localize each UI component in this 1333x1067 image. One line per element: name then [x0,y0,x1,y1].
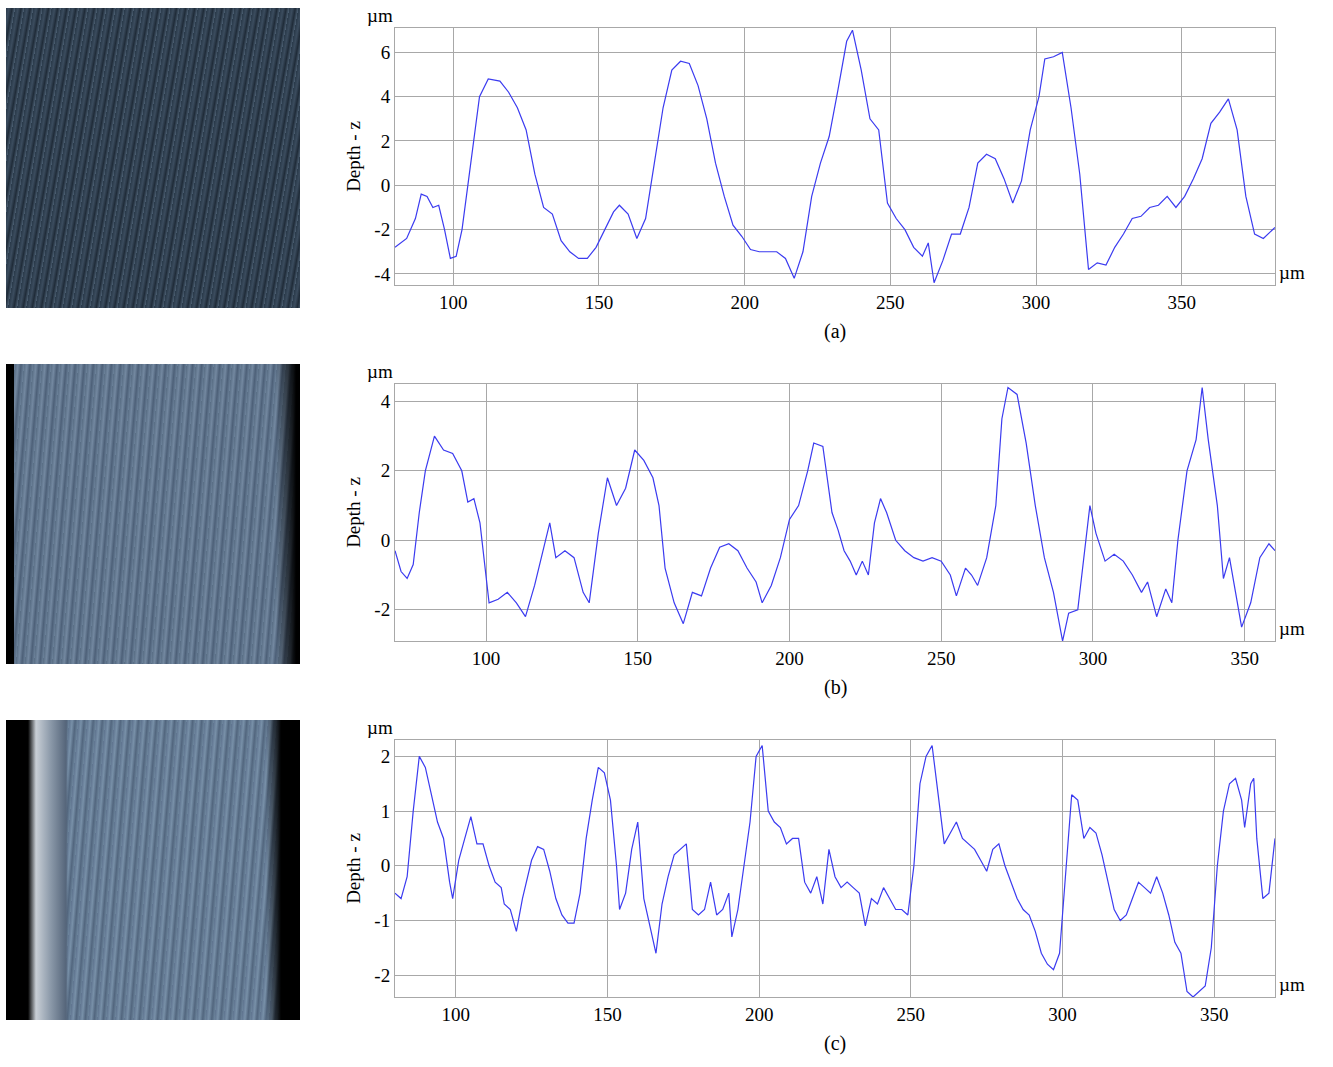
svg-text:300: 300 [1079,648,1108,669]
svg-text:µm: µm [1279,618,1305,639]
svg-text:Depth - z: Depth - z [343,477,364,548]
svg-text:250: 250 [897,1004,926,1025]
svg-text:-2: -2 [374,965,390,986]
svg-text:(a): (a) [824,320,846,343]
svg-text:µm: µm [367,717,393,738]
svg-text:200: 200 [775,648,804,669]
svg-text:µm: µm [1279,262,1305,283]
svg-text:µm: µm [1279,974,1305,995]
svg-text:(c): (c) [824,1032,846,1055]
svg-text:-4: -4 [374,264,390,285]
svg-text:250: 250 [927,648,956,669]
svg-text:100: 100 [439,292,468,313]
svg-text:250: 250 [876,292,905,313]
svg-text:6: 6 [381,42,391,63]
svg-text:2: 2 [381,460,391,481]
svg-text:100: 100 [472,648,501,669]
svg-text:µm: µm [367,361,393,382]
svg-text:100: 100 [441,1004,470,1025]
svg-text:350: 350 [1230,648,1259,669]
svg-text:4: 4 [381,391,391,412]
svg-text:µm: µm [367,5,393,26]
svg-text:2: 2 [381,746,391,767]
svg-text:Depth - z: Depth - z [343,121,364,192]
svg-text:0: 0 [381,855,391,876]
svg-text:-2: -2 [374,599,390,620]
svg-text:150: 150 [593,1004,622,1025]
svg-text:-1: -1 [374,910,390,931]
svg-text:-2: -2 [374,219,390,240]
svg-text:2: 2 [381,131,391,152]
svg-text:300: 300 [1048,1004,1077,1025]
svg-text:1: 1 [381,801,391,822]
svg-text:0: 0 [381,175,391,196]
svg-text:200: 200 [730,292,759,313]
svg-text:300: 300 [1022,292,1051,313]
svg-text:Depth - z: Depth - z [343,833,364,904]
svg-text:150: 150 [624,648,653,669]
svg-text:(b): (b) [824,676,847,699]
svg-text:4: 4 [381,86,391,107]
svg-text:350: 350 [1168,292,1197,313]
svg-text:200: 200 [745,1004,774,1025]
svg-text:350: 350 [1200,1004,1229,1025]
svg-text:150: 150 [585,292,614,313]
svg-text:0: 0 [381,530,391,551]
